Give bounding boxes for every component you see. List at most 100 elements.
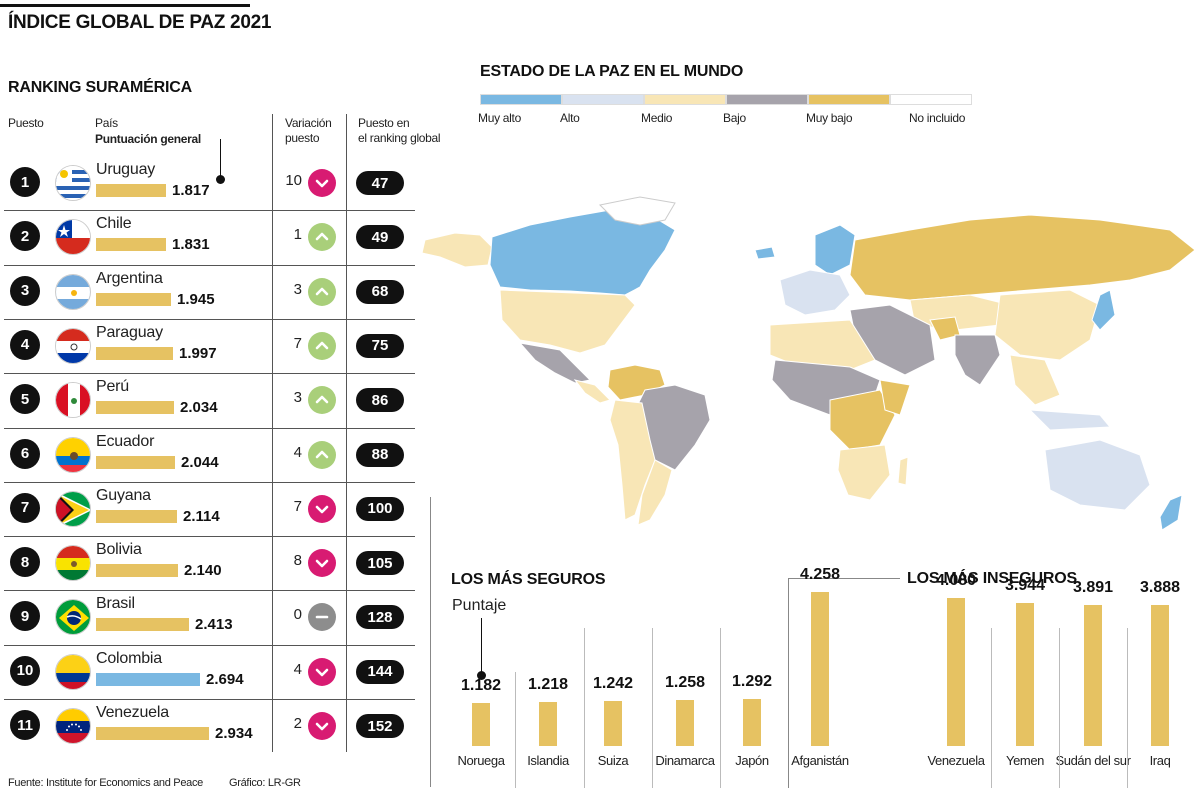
row-divider: [4, 264, 415, 266]
ranking-row: 11 Venezuela 2.934 2 152: [0, 699, 415, 753]
puntuacion-pointer-line: [220, 139, 221, 177]
map-greenland: [598, 196, 676, 226]
bar-mark: [1084, 605, 1102, 746]
ranking-row: 2 Chile 1.831 1 49: [0, 210, 415, 264]
score-bar: [96, 346, 173, 360]
bar-mark: [676, 700, 694, 746]
score-value: 2.044: [181, 453, 219, 471]
bar-mark: [472, 703, 490, 746]
chevron-up-icon: [308, 331, 336, 360]
column-separator: [991, 628, 992, 788]
chevron-up-icon: [308, 440, 336, 469]
legend-swatch: [562, 94, 644, 105]
map-india: [954, 334, 1001, 386]
global-rank-badge: 68: [356, 279, 404, 304]
source-note: Fuente: Institute for Economics and Peac…: [8, 777, 203, 789]
bar-data-label: 1.218: [527, 676, 569, 693]
unsafe-bracket-top: [788, 578, 900, 579]
row-divider: [4, 210, 415, 212]
country-name: Paraguay: [96, 323, 163, 341]
bar-mark: [947, 598, 965, 746]
global-rank-badge: 100: [356, 496, 404, 521]
map-alaska: [421, 232, 493, 268]
charts-left-divider: [430, 497, 431, 787]
map-central-africa: [829, 389, 896, 451]
country-name: Brasil: [96, 595, 135, 613]
map-japan: [1091, 289, 1116, 331]
country-name: Ecuador: [96, 432, 155, 450]
bar-data-label: 1.292: [731, 673, 773, 690]
score-value: 2.413: [195, 616, 233, 634]
map-china: [994, 289, 1101, 361]
ranking-row: 6 Ecuador 2.044 4 88: [0, 427, 415, 482]
puntaje-pointer-dot: [477, 671, 486, 680]
map-western-europe: [779, 269, 851, 316]
bar-category-label: Afganistán: [791, 753, 849, 768]
bar-category-label: Sudán del sur: [1055, 753, 1131, 768]
map-title: ESTADO DE LA PAZ EN EL MUNDO: [480, 63, 744, 80]
rank-badge: 9: [10, 601, 40, 632]
score-value: 2.034: [180, 399, 218, 417]
row-divider: [4, 699, 415, 700]
puntaje-pointer-line: [481, 618, 482, 675]
ranking-row: 4 Paraguay 1.997 7 75: [0, 318, 415, 373]
row-divider: [4, 427, 415, 429]
ranking-title: RANKING SURAMÉRICA: [8, 79, 192, 96]
legend-swatch: [808, 94, 890, 105]
score-value: 1.997: [179, 344, 217, 362]
score-value: 1.817: [172, 182, 210, 199]
bar-category-label: Japón: [735, 753, 769, 768]
credit-note: Gráfico: LR-GR: [229, 777, 301, 789]
rank-badge: 3: [10, 275, 40, 306]
puntuacion-pointer-dot: [216, 175, 225, 184]
column-separator: [584, 628, 585, 788]
argentina-flag: [55, 273, 91, 310]
score-bar: [96, 455, 175, 469]
bar-mark: [539, 702, 557, 746]
safest-title: LOS MÁS SEGUROS: [451, 571, 606, 588]
variation-value: 4: [293, 443, 302, 461]
header-global-1: Puesto en: [358, 116, 410, 130]
map-madagascar: [897, 456, 909, 486]
column-separator: [1059, 628, 1060, 788]
uruguay-flag: [55, 165, 91, 201]
bar-data-label: 1.242: [592, 675, 634, 692]
column-separator: [515, 672, 516, 788]
legend-swatch: [726, 94, 808, 105]
map-russia: [849, 214, 1196, 301]
chevron-up-icon: [308, 223, 336, 252]
map-andes: [609, 399, 656, 521]
peru-flag: [55, 382, 91, 419]
rank-badge: 11: [10, 710, 40, 740]
score-value: 2.140: [184, 562, 222, 580]
map-scandinavia: [814, 224, 856, 276]
score-bar: [96, 727, 209, 740]
bar-mark: [811, 592, 829, 746]
row-divider: [4, 318, 415, 320]
map-southern-cone: [637, 459, 673, 526]
chevron-up-icon: [308, 277, 336, 306]
column-separator: [1127, 628, 1128, 788]
chevron-down-icon: [308, 657, 336, 686]
bar-data-label: 3.888: [1139, 579, 1181, 596]
legend-label: No incluido: [909, 111, 966, 125]
global-rank-badge: 49: [356, 225, 404, 250]
column-separator: [652, 628, 653, 788]
country-name: Venezuela: [96, 704, 169, 721]
country-name: Colombia: [96, 649, 162, 667]
column-divider-1: [272, 114, 273, 752]
legend-swatch: [480, 94, 562, 105]
ranking-row: 9 Brasil 2.413 0 128: [0, 590, 415, 644]
country-name: Bolivia: [96, 541, 142, 559]
brazil-flag: [55, 599, 91, 636]
bar-data-label: 4.080: [935, 572, 977, 589]
score-bar: [96, 618, 189, 632]
variation-value: 3: [293, 280, 302, 298]
header-global-2: el ranking global: [358, 131, 441, 145]
map-usa: [499, 289, 636, 354]
legend-label: Bajo: [723, 111, 746, 125]
chile-flag: [55, 219, 91, 256]
variation-value: 10: [285, 172, 302, 189]
country-name: Chile: [96, 215, 132, 233]
header-puesto: Puesto: [8, 116, 44, 130]
